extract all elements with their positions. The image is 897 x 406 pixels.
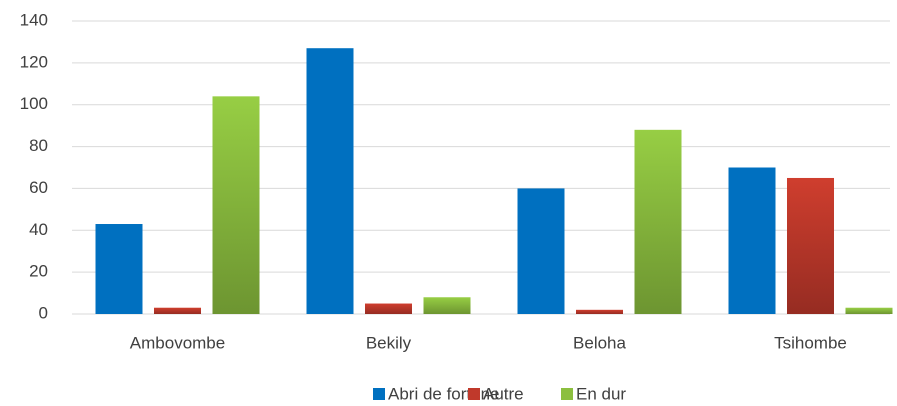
bar — [576, 309, 623, 314]
bar — [365, 303, 412, 314]
bar — [95, 224, 143, 314]
legend-swatch — [373, 388, 385, 400]
y-tick-label: 60 — [29, 178, 48, 197]
bar — [517, 188, 565, 314]
y-tick-label: 100 — [20, 94, 48, 113]
y-tick-label: 40 — [29, 220, 48, 239]
bar — [634, 129, 682, 314]
legend-label: En dur — [576, 384, 626, 403]
y-tick-label: 120 — [20, 52, 48, 71]
bar — [845, 307, 893, 314]
x-tick-label: Beloha — [573, 333, 626, 352]
y-tick-label: 20 — [29, 262, 48, 281]
y-tick-label: 140 — [20, 10, 48, 29]
bar — [787, 177, 834, 314]
x-tick-label: Tsihombe — [774, 333, 847, 352]
bar — [728, 167, 776, 314]
y-tick-label: 80 — [29, 136, 48, 155]
x-tick-label: Bekily — [366, 333, 412, 352]
legend-swatch — [468, 388, 480, 400]
bar — [423, 297, 471, 314]
legend-label: Autre — [483, 384, 524, 403]
legend-swatch — [561, 388, 573, 400]
y-tick-label: 0 — [39, 303, 48, 322]
x-tick-label: Ambovombe — [130, 333, 225, 352]
bar — [154, 307, 201, 314]
bar — [212, 96, 260, 314]
bar — [306, 48, 354, 314]
